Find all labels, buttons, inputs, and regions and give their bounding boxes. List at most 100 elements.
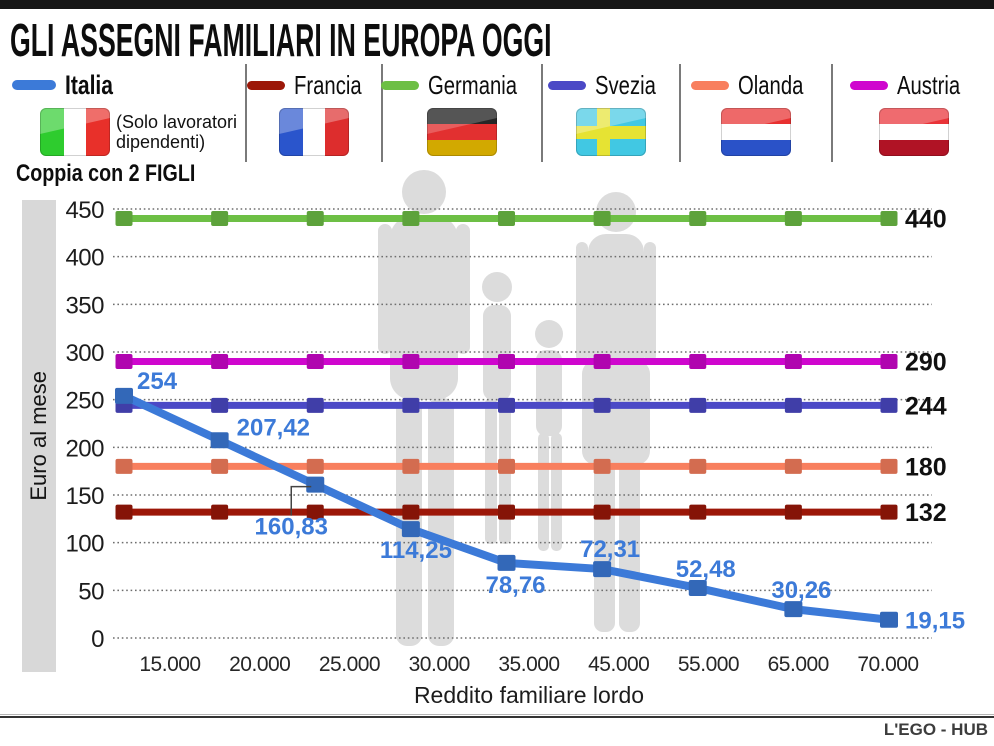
silhouette-head <box>482 272 512 302</box>
series-italia-marker <box>115 387 133 404</box>
y-tick-label: 200 <box>65 435 104 462</box>
x-tick-label: 20.000 <box>229 653 290 676</box>
x-tick-label: 45.000 <box>588 653 649 676</box>
austria-line-swatch <box>849 80 888 90</box>
y-tick-label: 350 <box>65 292 104 319</box>
series-italia-marker <box>593 561 612 578</box>
x-tick-label: 65.000 <box>768 653 829 676</box>
series-germania-marker <box>306 211 324 227</box>
series-germania-marker <box>115 211 133 227</box>
series-italia-marker <box>306 476 325 493</box>
series-germania-marker <box>211 211 229 227</box>
point-label-italia: 19,15 <box>905 608 965 635</box>
legend-flag-row <box>247 108 381 156</box>
legend-row: Olanda <box>681 70 831 100</box>
legend-item-austria: Austria <box>833 64 994 162</box>
series-austria-marker <box>115 354 133 370</box>
series-olanda-marker <box>784 458 802 474</box>
silhouette-body <box>428 398 454 646</box>
silhouette-body <box>576 242 588 362</box>
end-value-label-francia: 132 <box>905 499 947 527</box>
series-italia-marker <box>210 432 229 449</box>
y-tick-label: 250 <box>65 388 104 415</box>
silhouette-body <box>456 224 470 354</box>
series-olanda-marker <box>402 458 420 474</box>
y-tick-label: 150 <box>65 483 104 510</box>
footer-divider <box>0 716 994 718</box>
series-olanda-marker <box>593 458 611 474</box>
series-svezia-marker <box>784 397 802 413</box>
series-francia-marker <box>306 504 324 520</box>
legend-label-austria: Austria <box>896 69 960 100</box>
series-francia-marker <box>498 504 515 520</box>
series-germania-marker <box>402 211 420 227</box>
legend-item-germania: Germania <box>381 64 543 162</box>
olanda-line-swatch <box>690 80 729 90</box>
series-austria-marker <box>402 354 420 370</box>
series-francia-marker <box>689 504 707 520</box>
point-label-italia: 78,76 <box>485 572 545 599</box>
legend-label-francia: Francia <box>294 69 362 100</box>
legend-flag-row <box>833 108 994 156</box>
point-label-italia: 30,26 <box>771 577 831 604</box>
legend: Italia (Solo lavoratori dipendenti) <box>0 64 994 162</box>
legend-row: Francia <box>247 70 381 100</box>
silhouette-body <box>588 234 644 384</box>
series-svezia-marker <box>593 397 611 413</box>
series-francia-marker <box>784 504 802 520</box>
footer-divider-light <box>0 714 994 715</box>
series-germania-marker <box>689 211 707 227</box>
series-olanda-marker <box>498 458 515 474</box>
x-tick-label: 30.000 <box>409 653 470 676</box>
legend-item-olanda: Olanda <box>681 64 833 162</box>
end-value-label-svezia: 244 <box>905 392 947 420</box>
x-axis-title: Reddito familiare lordo <box>413 682 645 708</box>
series-italia-marker <box>401 521 420 538</box>
series-olanda-marker <box>115 458 133 474</box>
x-tick-label: 70.000 <box>857 653 918 676</box>
legend-row: Germania <box>381 69 541 100</box>
credit: L'EGO - HUB <box>883 720 988 739</box>
series-austria-marker <box>784 354 802 370</box>
series-olanda-marker <box>306 458 324 474</box>
series-svezia-marker <box>498 397 515 413</box>
y-tick-label: 0 <box>91 626 104 653</box>
legend-row: Italia <box>0 70 245 100</box>
series-austria-marker <box>211 354 229 370</box>
y-tick-label: 300 <box>65 340 104 367</box>
point-label-callout <box>290 485 312 516</box>
chart-plot: 0 50 100 150 200 250 300 350 400 450 440 290 244 180 1… <box>65 170 965 676</box>
francia-line-swatch <box>247 80 286 90</box>
end-value-label-austria: 290 <box>905 349 947 377</box>
legend-flag-row <box>543 108 679 156</box>
netherlands-flag-icon <box>721 108 791 156</box>
legend-label-italia: Italia <box>65 69 113 100</box>
series-svezia-marker <box>880 397 898 413</box>
silhouette-head <box>402 170 446 214</box>
series-olanda-marker <box>211 458 229 474</box>
y-tick-label: 400 <box>65 245 104 272</box>
series-svezia-marker <box>402 397 420 413</box>
silhouette-body <box>390 216 458 400</box>
series-germania-marker <box>498 211 515 227</box>
legend-item-svezia: Svezia <box>543 64 681 162</box>
series-olanda-marker <box>689 458 707 474</box>
italy-flag-icon <box>40 108 110 156</box>
svezia-line-swatch <box>548 80 587 90</box>
legend-flag-row: (Solo lavoratori dipendenti) <box>0 108 245 156</box>
point-label-italia: 160,83 <box>255 514 328 541</box>
point-label-italia: 254 <box>137 368 178 395</box>
series-svezia-marker <box>689 397 707 413</box>
x-tick-label: 55.000 <box>678 653 739 676</box>
silhouette-body <box>538 433 549 551</box>
series-germania-marker <box>593 211 611 227</box>
silhouette-body <box>536 350 562 436</box>
series-francia-marker <box>880 504 898 520</box>
series-austria-marker <box>880 354 898 370</box>
germany-flag-icon <box>427 108 497 156</box>
point-label-italia: 72,31 <box>580 536 640 563</box>
legend-label-germania: Germania <box>428 69 518 100</box>
legend-flag-row <box>681 108 831 156</box>
series-germania-marker <box>784 211 802 227</box>
